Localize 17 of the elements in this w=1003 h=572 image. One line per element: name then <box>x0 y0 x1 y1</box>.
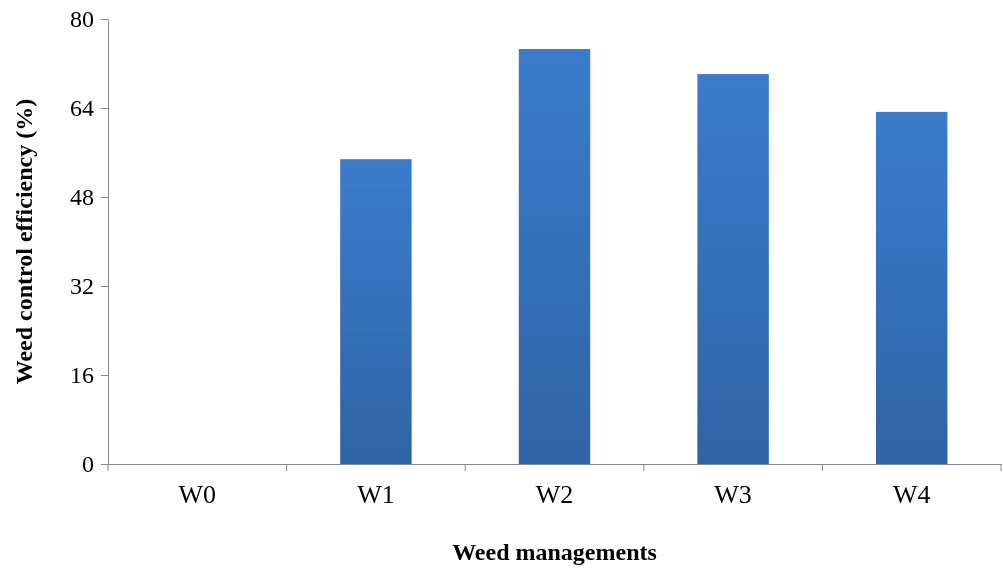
x-tick-label: W1 <box>357 480 395 510</box>
y-tick-label: 16 <box>70 362 94 389</box>
bar <box>875 111 948 464</box>
y-tick-label: 32 <box>70 273 94 300</box>
bar <box>340 159 412 464</box>
y-axis-title: Weed control efficiency (%) <box>11 98 37 385</box>
y-tick-label: 64 <box>70 95 94 122</box>
bar <box>697 74 769 464</box>
x-tick-label: W0 <box>178 480 217 510</box>
y-tick-label: 80 <box>70 6 94 33</box>
x-tick-label: W3 <box>714 480 752 510</box>
y-tick-label: 48 <box>70 184 94 211</box>
x-tick-label: W2 <box>535 480 574 510</box>
bar <box>518 49 591 464</box>
x-tick-label: W4 <box>892 480 931 510</box>
y-tick-label: 0 <box>82 451 94 478</box>
x-axis-title: Weed managements <box>452 539 657 565</box>
